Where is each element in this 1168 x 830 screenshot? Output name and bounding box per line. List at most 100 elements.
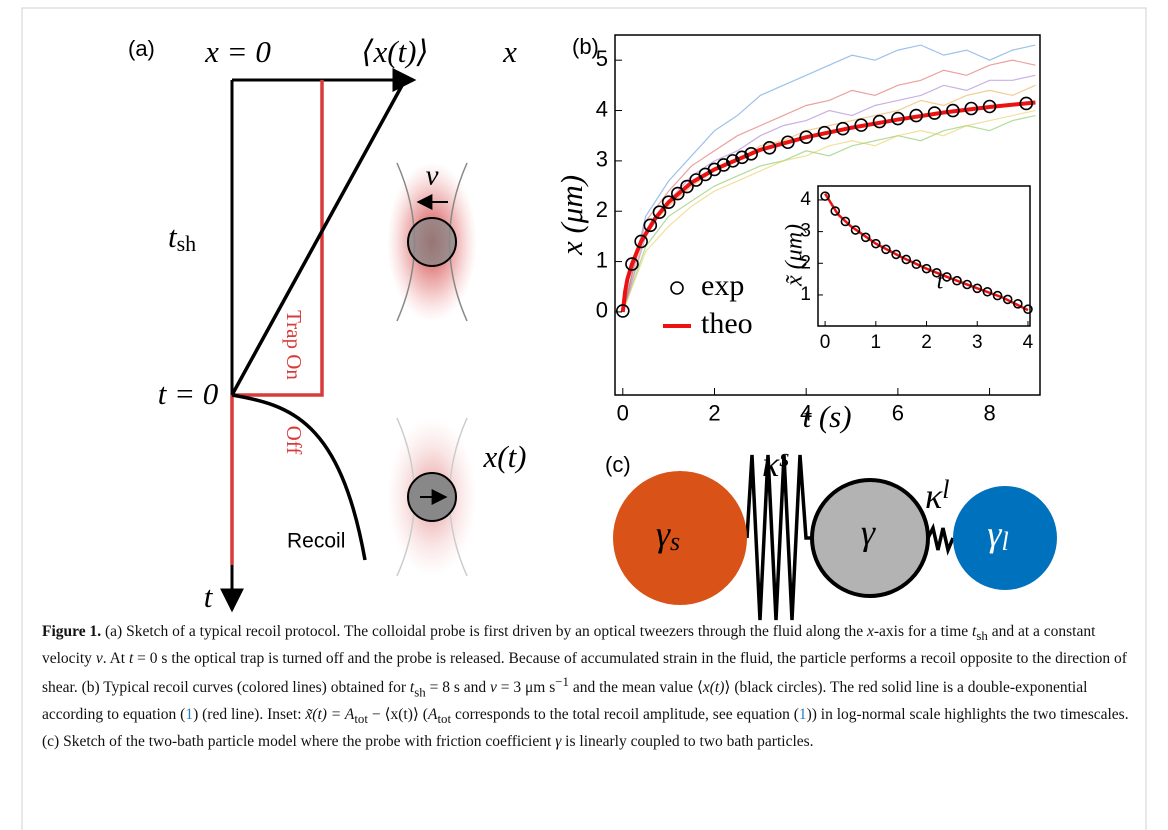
y-tick-label: 1 (596, 247, 608, 272)
frame (21, 7, 1147, 830)
subscript: s (779, 443, 789, 472)
data-point (625, 257, 639, 271)
subscript: l (942, 475, 949, 504)
symbol: t (168, 219, 178, 254)
data-point (946, 103, 960, 118)
math: v (95, 650, 103, 668)
kappa-l-label: κl (925, 475, 950, 516)
data-point (762, 140, 777, 155)
data-point (671, 186, 685, 201)
math: t (128, 650, 134, 668)
panel-c: (c) κs κl γs γ γl (605, 443, 1057, 621)
data-point (634, 234, 648, 249)
data-point (661, 195, 676, 209)
recoil-curve (231, 393, 367, 561)
text: . At (102, 650, 129, 668)
text: corresponds to the total recoil amplitud… (451, 706, 799, 724)
trap-path (232, 80, 324, 397)
math: v (489, 679, 497, 697)
data-point (982, 99, 997, 114)
gamma-label: γ (861, 512, 876, 552)
data-point (1019, 96, 1034, 111)
y-tick-label: 2 (596, 197, 608, 222)
spring (745, 454, 812, 621)
legend-label: exp (701, 269, 744, 302)
y-tick-label: 3 (800, 221, 811, 242)
text: -axis for a time (873, 623, 973, 640)
mean-label: ⟨x(t)⟩ (361, 34, 428, 69)
subscript: l (1001, 527, 1008, 556)
gamma-l-label: γl (987, 514, 1008, 556)
symbol: κ (762, 444, 780, 484)
data-point (891, 249, 901, 260)
data-point (972, 283, 983, 294)
text: ⟩ (black circles). The red solid line is… (42, 679, 1088, 724)
panel-b: 0 2 4 6 8 0 1 2 3 4 5 x (μm) t (s) (b) exp theo 0 1 2 3 4 1 2 3… (554, 34, 1041, 434)
subscript: sh (177, 231, 197, 256)
equation-ref[interactable]: 1 (798, 706, 807, 724)
y-tick-label: 3 (596, 147, 608, 172)
data-point (931, 267, 942, 278)
y-tick-label: 4 (596, 96, 608, 121)
data-point (643, 218, 658, 233)
x-tick-label: 8 (983, 401, 995, 426)
legend-label: theo (701, 307, 753, 340)
data-point (982, 286, 993, 297)
position-label: x(t) (482, 439, 526, 474)
panel-label: (a) (128, 36, 155, 61)
data-point (1023, 304, 1033, 315)
trap-off-label: Off (282, 426, 306, 455)
text: = 8 s and (425, 679, 490, 697)
symbol: γ (656, 514, 671, 554)
equation-ref[interactable]: 1 (185, 706, 194, 724)
x-tick-label: 3 (972, 332, 983, 353)
data-point (1013, 299, 1023, 309)
x-tick-label: 0 (617, 401, 629, 426)
math: t (972, 623, 977, 640)
series-line (622, 59, 1036, 313)
x-tick-label: 2 (921, 332, 932, 353)
symbol: γ (987, 514, 1002, 554)
caption: Figure 1. (a) Sketch of a typical recoil… (42, 620, 1130, 753)
series-line (824, 192, 1029, 312)
data-point (952, 275, 962, 286)
data-point (860, 232, 871, 243)
axes-box (817, 185, 1031, 327)
subscript: s (670, 527, 680, 556)
data-point (871, 238, 881, 249)
subscript: tot (437, 711, 452, 727)
y-tick-label: 0 (596, 298, 608, 323)
y-tick-label: 1 (800, 284, 811, 305)
data-point (820, 191, 830, 201)
y-tick-label: 4 (800, 189, 811, 210)
data-point (942, 272, 952, 282)
text: is linearly coupled to two bath particle… (561, 733, 814, 751)
probe (407, 217, 457, 267)
text: = 3 μm s (496, 679, 556, 697)
legend-key (670, 281, 684, 295)
data-point (799, 130, 813, 145)
math: A (427, 706, 438, 724)
data-point (901, 254, 912, 265)
panel-label: (c) (605, 452, 631, 477)
superscript: −1 (555, 674, 569, 690)
data-point (735, 150, 749, 165)
series-line (622, 44, 1036, 313)
data-point (927, 106, 942, 120)
x-axis-label: t (937, 269, 945, 295)
y-axis-label: x (μm) (554, 175, 589, 256)
text: − ⟨x(t)⟩ ( (367, 706, 428, 724)
tsh-label: tsh (168, 219, 196, 256)
y-axis-label: x̃ (μm) (782, 224, 808, 287)
data-point (921, 263, 932, 274)
data-point (962, 279, 972, 290)
trap-on-label: Trap On (282, 310, 306, 380)
x-tick-label: 2 (708, 401, 720, 426)
text: (a) Sketch of a typical recoil protocol.… (101, 623, 867, 640)
recoil-label: Recoil (287, 530, 345, 553)
subscript: sh (414, 684, 426, 700)
data-point (881, 244, 891, 255)
subscript: sh (976, 628, 988, 644)
symbol: κ (925, 476, 943, 516)
